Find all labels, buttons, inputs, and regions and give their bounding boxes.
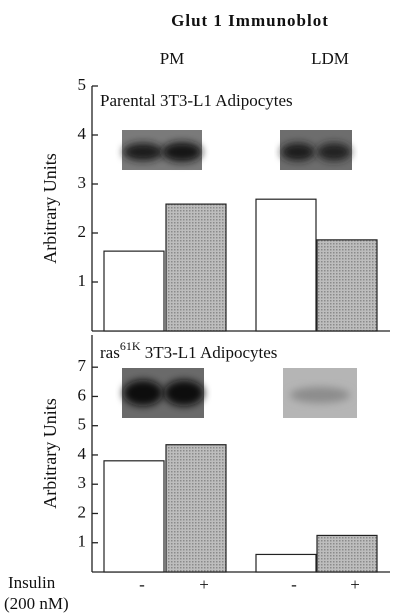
bar [317, 535, 377, 572]
y-tick-label: 2 [78, 502, 87, 521]
panel-title: ras61K 3T3-L1 Adipocytes [100, 339, 277, 362]
y-axis-label: Arbitrary Units [40, 153, 60, 263]
y-tick-label: 3 [78, 173, 87, 192]
x-tick-label: + [350, 575, 360, 594]
y-tick-label: 7 [78, 356, 87, 375]
bar [166, 445, 226, 572]
bar [166, 204, 226, 331]
group-label: PM [160, 49, 185, 68]
panel-title-part: 3T3-L1 Adipocytes [141, 343, 278, 362]
x-tick-label: - [139, 575, 145, 594]
y-tick-label: 4 [78, 124, 87, 143]
y-tick-label: 6 [78, 385, 87, 404]
y-tick-label: 2 [78, 222, 87, 241]
x-tick-label: - [291, 575, 297, 594]
y-tick-label: 1 [78, 532, 87, 551]
y-tick-label: 3 [78, 473, 87, 492]
figure-title: Glut 1 Immunoblot [171, 11, 329, 30]
y-tick-label: 4 [78, 444, 87, 463]
bar [256, 199, 316, 331]
bar [256, 554, 316, 572]
bar [104, 251, 164, 331]
bar [104, 461, 164, 572]
group-label: LDM [311, 49, 349, 68]
y-tick-label: 5 [78, 415, 87, 434]
y-tick-label: 1 [78, 271, 87, 290]
panel-title-sup: 61K [120, 339, 141, 353]
y-tick-label: 5 [78, 75, 87, 94]
figure: Glut 1 Immunoblot PM LDM Parental 3T3-L1… [0, 0, 394, 614]
bar [317, 240, 377, 331]
panel-title-part: ras [100, 343, 120, 362]
x-tick-label: + [199, 575, 209, 594]
y-axis-label: Arbitrary Units [40, 398, 60, 508]
panel-title: Parental 3T3-L1 Adipocytes [100, 91, 293, 110]
x-label: (200 nM) [4, 594, 69, 613]
x-label: Insulin [8, 573, 56, 592]
